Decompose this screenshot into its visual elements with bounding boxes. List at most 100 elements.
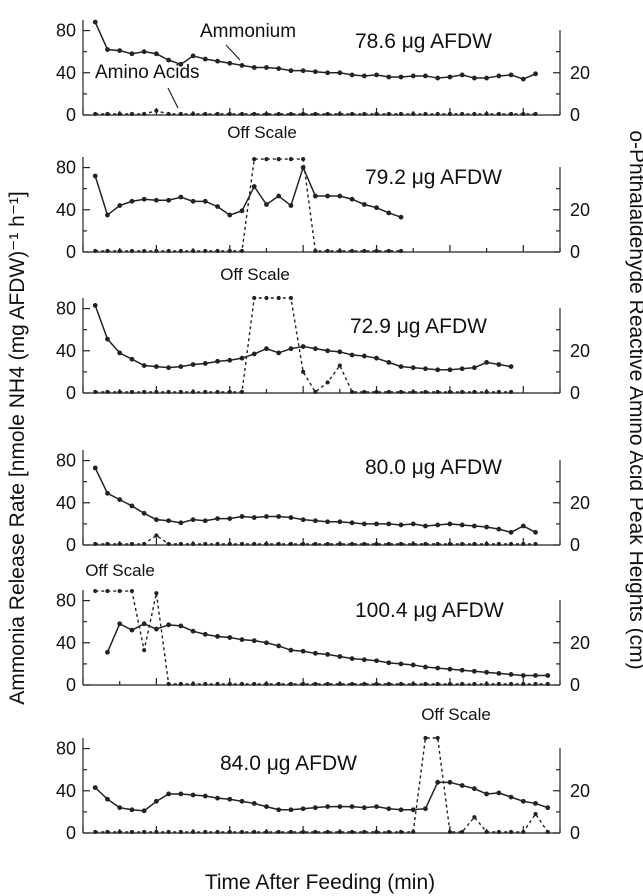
ammonium-point [374, 205, 379, 211]
amino-acids-point [325, 248, 330, 254]
amino-acids-point [227, 389, 232, 395]
amino-acids-line [95, 158, 401, 252]
amino-acids-point [166, 829, 171, 835]
amino-acids-point [166, 389, 171, 395]
amino-acids-point [398, 681, 404, 687]
amino-acids-point [337, 363, 342, 368]
amino-acids-point [484, 111, 489, 117]
ammonium-point [141, 621, 147, 627]
amino-acids-point [362, 829, 367, 835]
amino-acids-line [95, 737, 549, 833]
amino-acids-point [398, 111, 404, 117]
amino-acids-pointer [167, 87, 179, 109]
ammonium-point [337, 804, 343, 810]
amino-acids-point [508, 541, 514, 547]
ammonium-point [337, 519, 343, 525]
amino-acids-point [447, 681, 453, 687]
right-tick-label: 0 [570, 535, 580, 555]
panel-2: 0 40 80 0 20 79.2 μg AFDW Off Scale [56, 123, 590, 262]
amino-acids-point [178, 111, 183, 117]
ammonium-point [459, 72, 465, 78]
ammonium-point [239, 208, 245, 214]
amino-acids-point [129, 111, 135, 117]
panel-mass-label: 72.9 μg AFDW [350, 315, 487, 338]
ammonium-point [545, 673, 551, 678]
ammonium-point [386, 806, 392, 812]
off-scale-label: Off Scale [227, 123, 297, 142]
amino-acids-point [435, 735, 440, 741]
amino-acids-point [93, 248, 98, 254]
ammonium-point [349, 196, 355, 202]
amino-acids-point [264, 681, 269, 687]
amino-acids-point [129, 541, 135, 547]
ammonium-point [215, 516, 220, 522]
amino-acids-point [325, 380, 330, 385]
ammonium-point [153, 798, 159, 804]
amino-acids-point [484, 681, 489, 687]
amino-acids-point [460, 681, 465, 687]
ammonium-point [459, 783, 465, 788]
ammonium-point [129, 807, 135, 813]
ammonium-point [533, 71, 538, 77]
ammonium-point [325, 193, 331, 199]
ammonium-point [496, 73, 502, 79]
ammonium-point [508, 364, 514, 370]
amino-acids-point [313, 829, 318, 835]
amino-acids-point [105, 248, 110, 254]
amino-acids-point [117, 111, 122, 117]
ammonium-point [471, 786, 477, 792]
amino-acids-point [349, 681, 355, 687]
ammonium-point [215, 358, 220, 364]
amino-acids-point [154, 829, 159, 835]
amino-acids-point [301, 157, 306, 162]
ammonium-point [374, 658, 379, 664]
amino-acids-point [190, 681, 196, 687]
amino-acids-point [227, 681, 232, 687]
ammonium-point [361, 805, 367, 811]
ammonium-point [276, 66, 282, 71]
ammonium-point [386, 359, 392, 365]
off-scale-label: Off Scale [220, 265, 290, 284]
ammonium-point [545, 805, 551, 811]
amino-acids-point [252, 829, 257, 835]
amino-acids-point [423, 541, 428, 547]
amino-acids-point [190, 248, 196, 254]
amino-acids-point [398, 829, 404, 835]
ammonium-point [215, 795, 220, 801]
amino-acids-point [239, 829, 245, 835]
ammonium-point [105, 336, 110, 342]
amino-acids-point [325, 111, 330, 117]
amino-acids-point [276, 541, 281, 547]
right-tick-label: 20 [570, 341, 590, 361]
left-tick-label: 80 [56, 451, 76, 471]
amino-acids-point [435, 389, 440, 395]
amino-acids-point [227, 829, 232, 835]
ammonium-point [484, 669, 490, 675]
amino-acids-point [215, 389, 220, 395]
amino-acids-point [301, 369, 306, 374]
left-tick-label: 0 [66, 823, 76, 843]
amino-acids-point [374, 389, 379, 395]
ammonium-point [92, 19, 98, 25]
amino-acids-point [362, 681, 367, 687]
ammonium-point [153, 197, 159, 203]
ammonium-point [129, 503, 135, 509]
ammonium-point [325, 519, 331, 525]
amino-acids-point [423, 681, 428, 687]
ammonium-point [410, 73, 416, 79]
left-tick-label: 0 [66, 105, 76, 125]
amino-acids-point [252, 541, 257, 547]
ammonium-point [435, 75, 441, 81]
ammonium-point [361, 657, 367, 663]
ammonium-point [105, 649, 110, 655]
amino-acids-point [349, 248, 355, 254]
amino-acids-point [521, 681, 526, 687]
amino-acids-point [142, 111, 147, 117]
amino-acids-point [178, 541, 183, 547]
ammonium-point [166, 518, 172, 524]
ammonium-point [312, 518, 318, 524]
ammonium-point [374, 355, 379, 361]
left-tick-label: 80 [56, 299, 76, 319]
amino-acids-point [301, 541, 306, 547]
amino-acids-point [239, 248, 245, 254]
